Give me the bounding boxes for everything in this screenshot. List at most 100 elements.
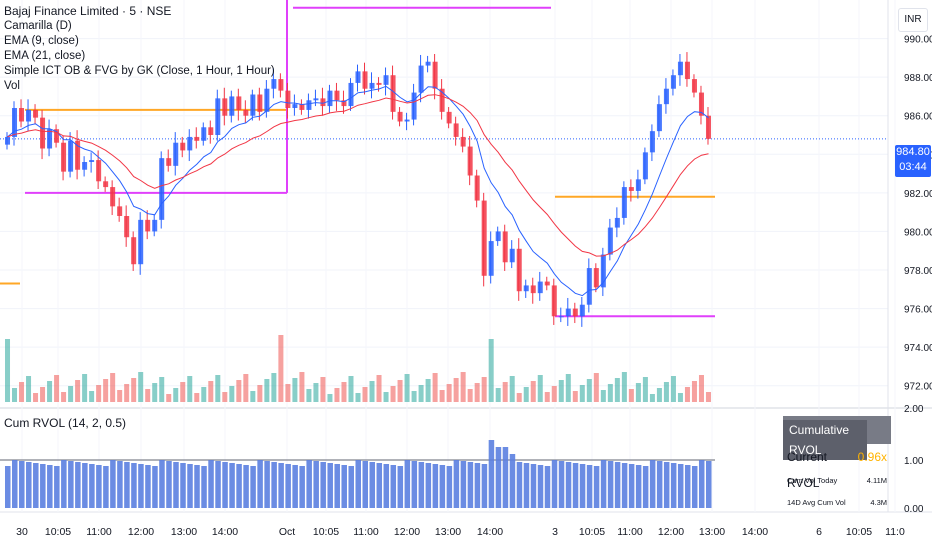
candle-body (264, 88, 270, 112)
rvol-bar (138, 464, 144, 508)
volume-bar (621, 372, 627, 402)
volume-bar (222, 392, 228, 402)
candle-body (362, 71, 368, 89)
price-tick: 988.00 (904, 73, 932, 84)
time-tick: 14:00 (477, 526, 503, 538)
volume-bar (551, 386, 557, 402)
rvol-bar (663, 462, 670, 508)
volume-bar (320, 377, 326, 402)
volume-bar (355, 393, 361, 402)
candle-body (544, 281, 550, 286)
rvol-bar (285, 464, 291, 508)
candle-body (341, 100, 347, 107)
candle-body (460, 136, 466, 147)
volume-bar (565, 374, 571, 402)
candle-body (649, 131, 655, 153)
rvol-legend[interactable]: Cum RVOL (14, 2, 0.5) (4, 416, 127, 430)
volume-bar (124, 384, 130, 402)
candle-body (677, 61, 683, 76)
candle-body (509, 248, 515, 263)
currency-button[interactable]: INR (898, 8, 928, 32)
rvol-bar (600, 460, 607, 508)
volume-bar (5, 339, 11, 402)
volume-bar (131, 378, 137, 402)
rvol-bar (61, 460, 67, 508)
time-tick: 12:00 (658, 526, 684, 538)
volume-bar (390, 386, 396, 402)
candle-body (236, 96, 242, 110)
candle-body (642, 152, 648, 180)
rvol-bar (278, 463, 284, 508)
rvol-bar (453, 460, 460, 508)
candle-body (75, 140, 81, 170)
candle-body (201, 127, 207, 141)
volume-bar (166, 394, 172, 402)
volume-bar (418, 385, 424, 402)
volume-bar (40, 387, 46, 402)
volume-bar (117, 390, 123, 402)
rvol-bar (537, 465, 544, 508)
price-tick: 990.00 (904, 35, 932, 46)
rvol-bar (572, 463, 579, 508)
volume-bar (677, 393, 683, 402)
time-tick: 13:00 (435, 526, 461, 538)
price-tick: 972.00 (904, 382, 932, 393)
rvol-bar (229, 463, 235, 508)
rvol-bar (635, 465, 642, 508)
rvol-bar (299, 466, 305, 508)
candle-body (488, 241, 494, 276)
candle-body (250, 94, 256, 116)
indicator-camarilla[interactable]: Camarilla (D) (4, 20, 72, 32)
candle-body (229, 96, 235, 116)
volume-bar (47, 381, 53, 402)
volume-bar (460, 372, 466, 402)
volume-bar (61, 392, 67, 402)
candle-body (467, 146, 473, 176)
volume-bar (257, 385, 263, 402)
rvol-bar (82, 463, 88, 508)
indicator-ema21[interactable]: EMA (21, close) (4, 50, 86, 62)
volume-bar (411, 391, 417, 402)
volume-bar (705, 392, 711, 402)
rvol-bar (19, 461, 25, 508)
symbol-title[interactable]: Bajaj Finance Limited · 5 · NSE (4, 4, 172, 18)
candle-body (243, 109, 249, 116)
candle-body (376, 82, 382, 85)
volume-bar (488, 339, 494, 402)
volume-bar (138, 372, 144, 402)
ema-9-line (7, 85, 709, 297)
candle-body (152, 219, 158, 232)
candle-body (12, 108, 18, 137)
rvol-bar (208, 460, 214, 508)
candle-body (572, 308, 578, 317)
rvol-bar (96, 465, 102, 508)
candle-body (117, 206, 123, 216)
rvol-bar (320, 462, 326, 508)
indicator-ict[interactable]: Simple ICT OB & FVG by GK (Close, 1 Hour… (4, 65, 275, 77)
volume-bar (271, 373, 277, 402)
candle-body (306, 100, 312, 110)
volume-bar (306, 389, 312, 402)
rvol-bar (684, 465, 691, 508)
volume-bar (593, 373, 599, 402)
indicator-ema9[interactable]: EMA (9, close) (4, 35, 79, 47)
volume-bar (12, 388, 18, 402)
rvol-bar (201, 466, 207, 508)
candle-body (474, 175, 480, 201)
candle-body (481, 200, 487, 276)
rvol-bar (691, 466, 698, 508)
candle-body (628, 187, 634, 191)
volume-bar (656, 388, 662, 402)
time-tick: 10:05 (45, 526, 71, 538)
candle-body (558, 316, 564, 318)
rvol-bar (565, 462, 572, 508)
rvol-bar (614, 462, 621, 508)
candle-body (404, 119, 410, 122)
rvol-bar (187, 464, 193, 508)
candle-body (215, 98, 221, 135)
volume-bar (530, 381, 536, 402)
rvol-bar (698, 460, 705, 508)
candle-body (439, 88, 445, 112)
volume-bar (376, 375, 382, 402)
indicator-vol[interactable]: Vol (4, 80, 20, 92)
